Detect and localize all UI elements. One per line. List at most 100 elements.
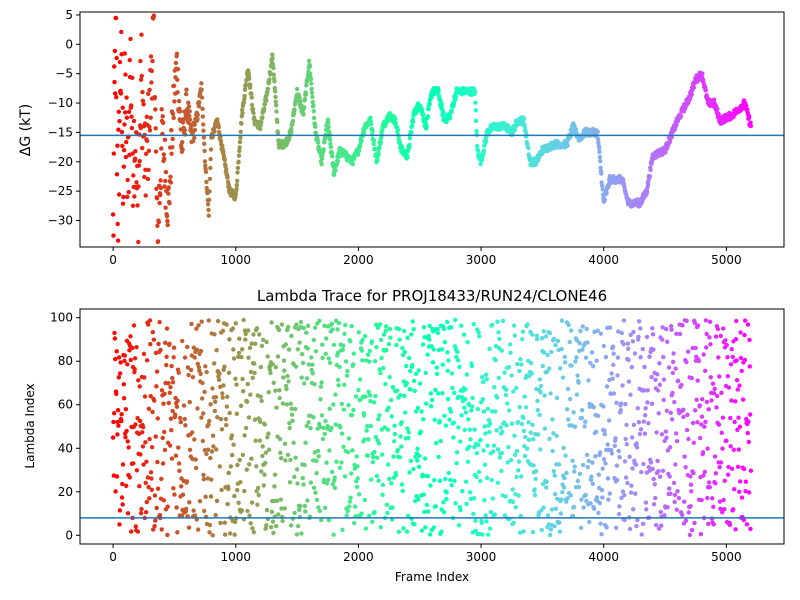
lambda-point (155, 486, 161, 491)
lambda-point (117, 522, 122, 527)
dg-point (111, 233, 116, 238)
lambda-point (623, 401, 628, 407)
lambda-point (673, 462, 678, 467)
dg-point (139, 73, 144, 79)
lambda-point (316, 454, 321, 459)
lambda-point (523, 405, 529, 410)
lambda-point (500, 429, 505, 435)
lambda-point (720, 415, 726, 420)
dg-point (249, 102, 255, 108)
lambda-point (456, 425, 461, 430)
lambda-point (315, 448, 321, 454)
lambda-point (635, 406, 640, 411)
dg-point (206, 213, 211, 218)
lambda-point (356, 387, 361, 393)
lambda-point (738, 330, 743, 335)
dg-point (170, 111, 176, 117)
lambda-point (691, 440, 696, 445)
lambda-point (390, 505, 395, 510)
lambda-point (607, 491, 612, 496)
lambda-point (626, 346, 631, 351)
lambda-point (635, 517, 640, 523)
dg-point (370, 128, 375, 133)
lambda-point (542, 393, 547, 398)
lambda-point (508, 457, 514, 463)
lambda-point (733, 399, 738, 404)
dg-point (173, 60, 179, 66)
lambda-point (694, 397, 699, 402)
lambda-point (485, 443, 490, 448)
lambda-point (250, 375, 255, 380)
lambda-point (182, 416, 187, 422)
lambda-point (528, 360, 534, 366)
lambda-point (621, 341, 626, 347)
lambda-point (351, 351, 356, 356)
dg-point (746, 115, 752, 120)
lambda-point (699, 422, 704, 427)
lambda-point (482, 498, 487, 503)
lambda-point (151, 527, 156, 532)
lambda-point (428, 391, 433, 396)
dg-point (148, 54, 154, 59)
lambda-point (295, 481, 300, 486)
lambda-point (515, 419, 521, 425)
lambda-point (252, 370, 257, 376)
lambda-point (640, 521, 646, 526)
lambda-point (419, 409, 424, 414)
lambda-point (550, 417, 555, 422)
lambda-point (474, 474, 479, 480)
lambda-point (411, 378, 417, 384)
dg-point (271, 72, 276, 77)
lambda-point (201, 472, 206, 478)
lambda-point (211, 444, 216, 449)
dg-point (163, 178, 168, 184)
lambda-point (114, 474, 120, 479)
lambda-point (138, 511, 144, 516)
lambda-point (119, 495, 125, 500)
lambda-point (668, 491, 673, 496)
dg-point (242, 87, 248, 92)
lambda-point (152, 493, 158, 498)
lambda-point (440, 362, 445, 367)
lambda-point (297, 340, 302, 345)
lambda-point (442, 413, 447, 418)
lambda-point (560, 375, 566, 380)
lambda-point (193, 465, 199, 471)
lambda-point (575, 478, 581, 484)
lambda-point (119, 418, 124, 424)
lambda-point (208, 402, 213, 407)
lambda-point (728, 444, 733, 449)
lambda-point (260, 444, 265, 449)
lambda-point (246, 355, 251, 360)
lambda-point (462, 397, 468, 402)
lambda-point (301, 325, 306, 331)
lambda-point (720, 446, 725, 451)
dg-point (140, 98, 146, 104)
lambda-point (313, 349, 319, 354)
lambda-point (292, 510, 297, 516)
lambda-point (464, 372, 470, 377)
lambda-point (667, 474, 672, 479)
lambda-point (519, 474, 524, 479)
lambda-point (366, 513, 372, 518)
lambda-point (722, 507, 727, 512)
lambda-point (235, 462, 240, 468)
lambda-point (331, 532, 336, 537)
lambda-y-tick-label: 0 (65, 528, 73, 542)
lambda-point (693, 345, 698, 351)
dg-point (526, 145, 531, 151)
lambda-point (311, 415, 316, 420)
lambda-point (601, 457, 607, 462)
lambda-point (264, 523, 269, 528)
lambda-point (140, 444, 146, 449)
lambda-point (139, 506, 144, 512)
lambda-point (430, 397, 435, 403)
lambda-point (169, 428, 174, 433)
dg-point (409, 130, 414, 135)
lambda-point (567, 396, 573, 402)
lambda-point (557, 520, 562, 525)
lambda-point (341, 444, 346, 449)
lambda-point (166, 400, 171, 406)
lambda-point (510, 487, 515, 492)
lambda-point (398, 392, 403, 398)
